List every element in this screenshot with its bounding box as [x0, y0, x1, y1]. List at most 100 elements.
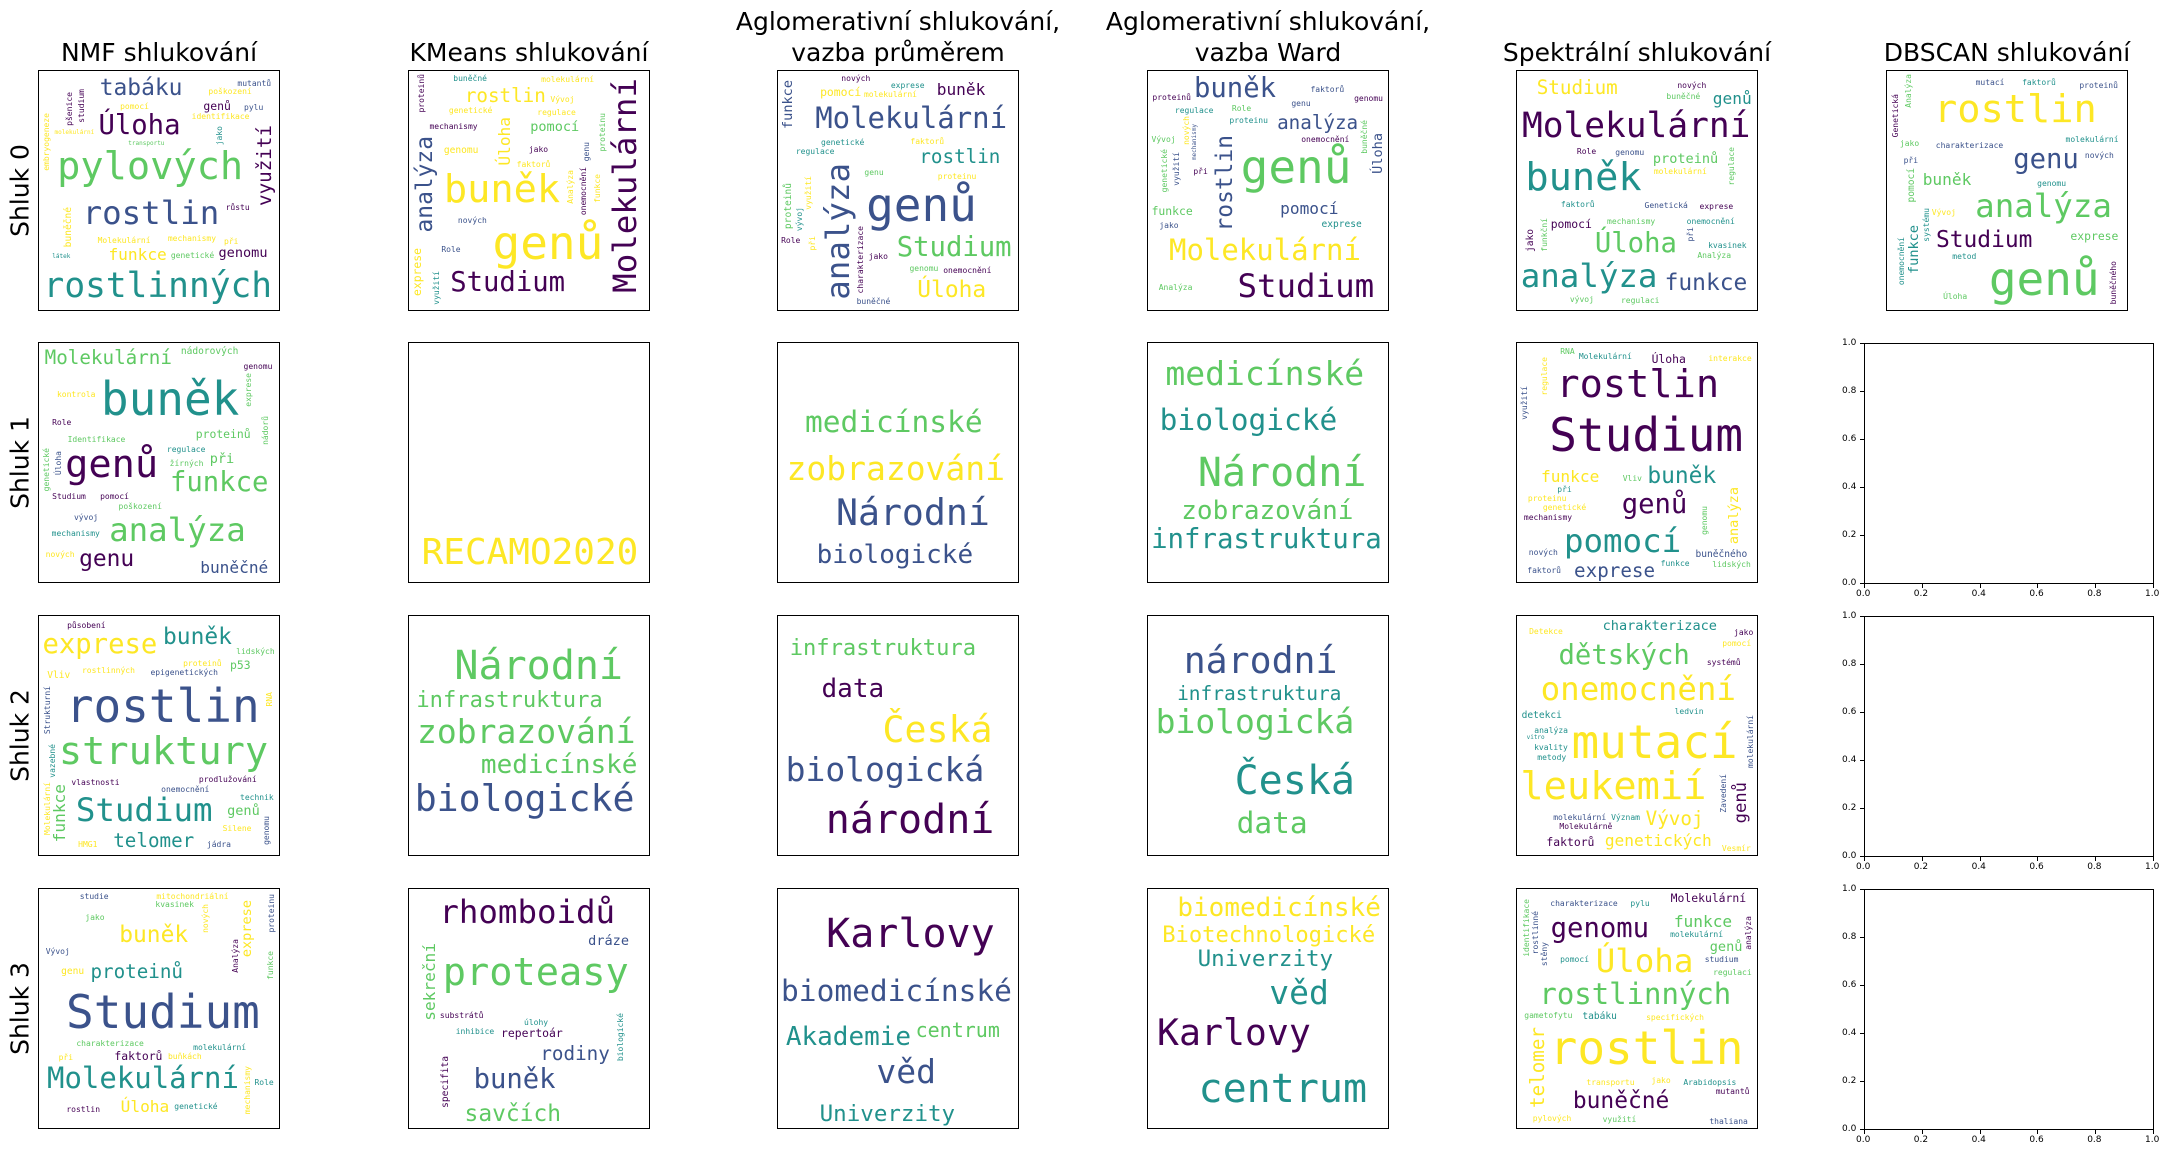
- cloud-word: Karlovy: [1157, 1010, 1311, 1054]
- cloud-word: buněčné: [1666, 92, 1701, 102]
- cloud-word: genomu: [443, 144, 479, 156]
- cloud-word: nádorů: [260, 415, 270, 445]
- cloud-word: Arabidopsis: [1683, 1078, 1737, 1088]
- cloud-word: vývoj: [1569, 295, 1594, 305]
- cloud-word: genu: [61, 966, 85, 978]
- cloud-word: věd: [876, 1051, 936, 1091]
- y-tick-mark: [1860, 487, 1864, 488]
- cloud-word: Úloha: [1369, 132, 1386, 174]
- cloud-word: faktorů: [1310, 84, 1345, 94]
- cloud-word: Studium: [896, 232, 1012, 264]
- cloud-word: infrastruktura: [1177, 681, 1342, 705]
- y-tick-label: 0.4: [1842, 755, 1857, 765]
- x-tick-mark: [2153, 584, 2154, 588]
- x-tick-label: 0.0: [1856, 862, 1871, 872]
- cloud-word: genů: [1240, 140, 1352, 195]
- cloud-word: zobrazování: [417, 712, 636, 752]
- cloud-word: buněčné: [63, 207, 75, 248]
- cloud-word: mechanismy: [1523, 513, 1573, 523]
- wordcloud-panel: buněk genů analýza funkce genu Molekulární bun…: [38, 342, 280, 583]
- x-tick-mark: [2153, 857, 2154, 861]
- y-tick-mark: [1860, 1129, 1864, 1130]
- cloud-word: při: [224, 236, 239, 246]
- cloud-word: RECAMO2020: [421, 532, 639, 574]
- cloud-word: jako: [214, 126, 224, 146]
- cloud-word: regulace: [537, 108, 576, 118]
- cloud-word: buněk: [1922, 169, 1972, 189]
- cloud-word: působení: [67, 620, 106, 630]
- cloud-word: pomocí: [1722, 639, 1752, 649]
- cloud-word: Vývoj: [45, 946, 70, 956]
- cloud-word: buněčného: [1695, 548, 1748, 560]
- cloud-word: mutantů: [1715, 1086, 1750, 1096]
- cloud-word: genů: [203, 98, 231, 113]
- cloud-word: nových: [841, 73, 871, 83]
- cloud-word: Česká: [882, 708, 993, 751]
- cloud-word: funkce: [1660, 558, 1690, 568]
- cloud-word: Univerzity: [1197, 945, 1334, 972]
- cloud-word: pšenice: [64, 92, 74, 126]
- cloud-word: genomu: [1354, 94, 1383, 104]
- cloud-word: genu: [79, 546, 135, 573]
- cloud-word: Analýza: [1697, 250, 1732, 260]
- cloud-word: funkce: [1541, 466, 1600, 486]
- wordcloud-panel: Národní zobrazování medicínské biologické: [777, 342, 1019, 583]
- cloud-word: proteinů: [1152, 92, 1191, 102]
- x-tick-mark: [2095, 584, 2097, 588]
- cloud-word: funkce: [1673, 911, 1733, 931]
- y-tick-label: 0.2: [1842, 803, 1857, 813]
- y-tick-label: 0.6: [1842, 707, 1857, 717]
- cloud-word: rostlin: [464, 83, 546, 107]
- cloud-word: biologické: [816, 540, 974, 571]
- cloud-word: struktury: [58, 729, 269, 775]
- cloud-word: charakterizace: [1602, 618, 1717, 635]
- cloud-word: RNA: [264, 691, 274, 707]
- x-tick-mark: [1864, 857, 1865, 861]
- y-tick-mark: [1860, 808, 1864, 809]
- cloud-word: genomu: [218, 245, 268, 262]
- cloud-word: leukemií: [1520, 764, 1707, 810]
- cloud-word: charakterizace: [1550, 899, 1618, 909]
- x-tick-mark: [2037, 857, 2039, 861]
- cloud-word: funkce: [108, 244, 167, 264]
- cloud-word: systémů: [1706, 657, 1741, 667]
- cloud-word: onemocnění: [1301, 134, 1350, 144]
- y-tick-mark: [1860, 535, 1864, 536]
- y-tick-mark: [1860, 1033, 1864, 1034]
- y-tick-mark: [1860, 712, 1864, 713]
- cloud-word: biologické: [616, 1013, 626, 1062]
- cloud-word: Molekulární: [815, 100, 1008, 135]
- cloud-word: Role: [781, 235, 801, 245]
- cloud-word: charakterizace: [856, 225, 866, 294]
- cloud-word: pomocí: [1905, 167, 1917, 203]
- cloud-word: Úloha: [1594, 227, 1677, 259]
- cloud-word: Studium: [450, 266, 566, 298]
- cloud-word: rostlin: [1933, 86, 2097, 132]
- x-tick-label: 0.4: [1971, 862, 1986, 872]
- wordcloud-panel: genů rostlin analýza genu Studium buněk funkce…: [1886, 70, 2128, 311]
- cloud-word: mutací: [1975, 77, 2005, 87]
- cloud-word: lidských: [236, 646, 275, 656]
- row-title: Shluk 0: [5, 143, 35, 237]
- wordcloud-panel: rostlinných pylových rostlin Úloha tabáku vyu…: [38, 70, 280, 311]
- y-tick-mark: [1860, 856, 1864, 857]
- cloud-word: jako: [1734, 628, 1754, 638]
- wordcloud-panel: RECAMO2020: [408, 342, 650, 583]
- cloud-word: nových: [2084, 151, 2114, 161]
- cloud-word: rostlinných: [43, 266, 273, 307]
- column-title: DBSCAN shlukování: [1883, 38, 2131, 67]
- cloud-word: poškození: [208, 87, 252, 97]
- cloud-word: buněčné: [856, 297, 891, 307]
- cloud-word: proteinů: [783, 182, 795, 229]
- cloud-word: sekreční: [419, 943, 439, 1022]
- cloud-word: látek: [52, 252, 71, 260]
- cloud-word: HMG1: [78, 839, 98, 849]
- cloud-word: metody: [1537, 753, 1567, 763]
- cloud-word: při: [209, 450, 235, 467]
- y-tick-mark: [1860, 937, 1864, 938]
- cloud-word: nádorových: [180, 345, 239, 357]
- cloud-word: rostlin: [66, 1104, 101, 1114]
- cloud-word: vlastnosti: [71, 778, 120, 788]
- cloud-word: žírných: [169, 458, 204, 468]
- cloud-word: genu: [864, 167, 884, 177]
